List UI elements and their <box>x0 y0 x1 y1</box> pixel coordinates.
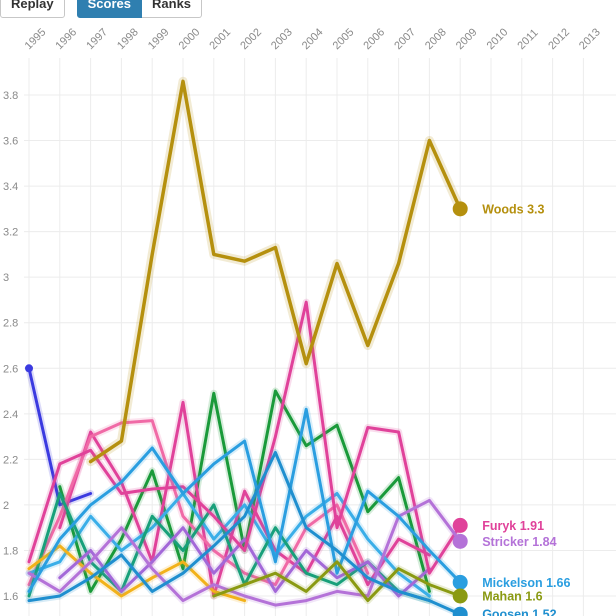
end-label-goosen: Goosen 1.52 <box>482 608 556 616</box>
x-tick-label: 2001 <box>207 26 233 52</box>
y-tick-label: 3.8 <box>3 90 18 102</box>
series-end-labels: Woods 3.3 Furyk 1.91 Stricker 1.84 Mickelso… <box>482 202 570 616</box>
series-line-mickelson <box>27 407 462 593</box>
series-line <box>27 419 370 587</box>
x-tick-label: 2013 <box>577 26 603 52</box>
x-axis: 1995 1996 1997 1998 1999 2000 2001 2002 2003 2004… <box>23 26 603 52</box>
x-tick-label: 2011 <box>515 27 540 52</box>
series-line-furyk <box>27 300 462 575</box>
end-label-mahan: Mahan 1.6 <box>482 590 542 604</box>
x-tick-label: 2008 <box>423 26 449 52</box>
series-line-woods <box>88 79 462 464</box>
end-label-furyk: Furyk 1.91 <box>482 519 544 533</box>
y-tick-label: 3 <box>3 272 9 284</box>
x-tick-label: 2010 <box>485 26 511 52</box>
end-marker-mahan <box>452 588 468 604</box>
y-tick-label: 1.6 <box>3 591 18 603</box>
x-tick-label: 2002 <box>238 26 264 52</box>
toolbar: Replay Scores Ranks <box>0 0 203 18</box>
y-tick-label: 2.8 <box>3 318 18 330</box>
x-tick-label: 2007 <box>392 26 418 52</box>
series-start-point <box>25 364 33 373</box>
end-marker-goosen <box>452 606 468 616</box>
series-line <box>27 366 93 507</box>
y-axis: 1.6 1.8 2 2.2 2.4 2.6 2.8 3 3.2 3.4 3.6 3.8 <box>3 90 18 603</box>
x-tick-label: 2005 <box>331 26 357 52</box>
end-marker-woods <box>452 201 468 217</box>
series-line <box>27 492 431 598</box>
x-tick-label: 2006 <box>361 26 387 52</box>
series-line-goosen <box>27 451 462 616</box>
end-marker-mickelson <box>452 574 468 590</box>
x-tick-label: 1999 <box>146 26 172 52</box>
y-tick-label: 1.8 <box>3 545 18 557</box>
x-tick-label: 2012 <box>546 26 572 52</box>
x-tick-label: 2004 <box>300 26 326 52</box>
x-tick-label: 1996 <box>53 26 79 52</box>
ranks-button[interactable]: Ranks <box>142 0 203 18</box>
x-tick-label: 2009 <box>454 26 480 52</box>
series-line <box>58 526 431 598</box>
y-tick-label: 2.6 <box>3 363 18 375</box>
series-line-mahan <box>212 560 462 603</box>
y-tick-label: 3.4 <box>3 181 18 193</box>
x-tick-label: 2000 <box>177 26 203 52</box>
y-tick-label: 2.2 <box>3 454 18 466</box>
series-line-stricker <box>27 498 462 607</box>
grid <box>24 58 616 616</box>
end-label-mickelson: Mickelson 1.66 <box>482 576 570 590</box>
x-tick-label: 1998 <box>115 26 141 52</box>
replay-button[interactable]: Replay <box>0 0 65 18</box>
end-marker-stricker <box>452 533 468 549</box>
end-label-woods: Woods 3.3 <box>482 202 544 216</box>
series-end-markers <box>25 201 468 616</box>
x-tick-label: 1995 <box>23 26 49 52</box>
scores-button[interactable]: Scores <box>76 0 143 18</box>
end-marker-furyk <box>452 517 468 533</box>
y-tick-label: 2.4 <box>3 409 18 421</box>
series-lines <box>25 76 465 616</box>
view-toggle: Scores Ranks <box>76 0 203 18</box>
y-tick-label: 2 <box>3 500 9 512</box>
x-tick-label: 2003 <box>269 26 295 52</box>
x-tick-label: 1997 <box>84 26 110 52</box>
y-tick-label: 3.6 <box>3 136 18 148</box>
end-label-stricker: Stricker 1.84 <box>482 535 556 549</box>
y-tick-label: 3.2 <box>3 227 18 239</box>
